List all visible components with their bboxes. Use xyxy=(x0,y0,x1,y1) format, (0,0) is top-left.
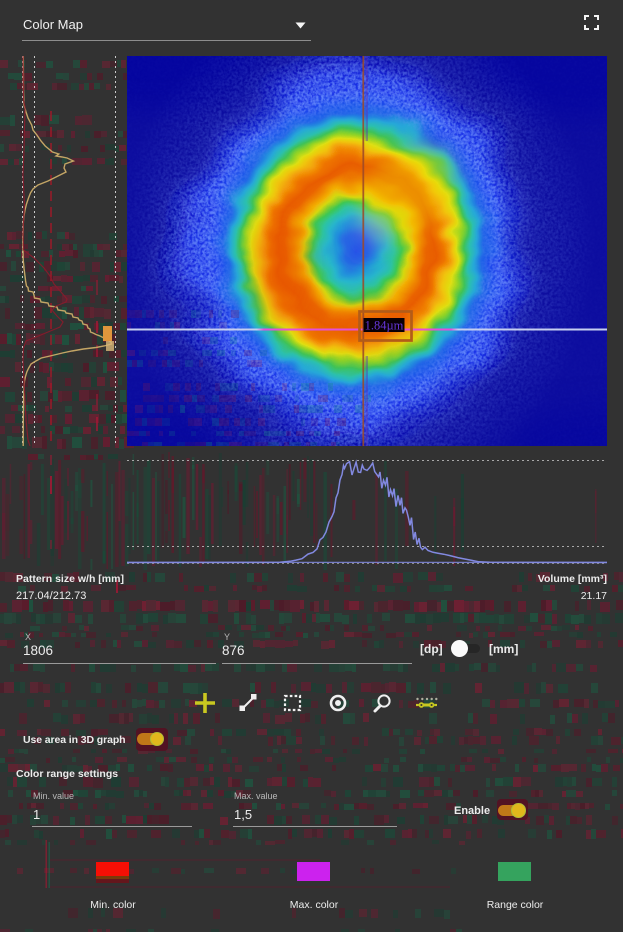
svg-text:1.84µm: 1.84µm xyxy=(365,319,404,333)
